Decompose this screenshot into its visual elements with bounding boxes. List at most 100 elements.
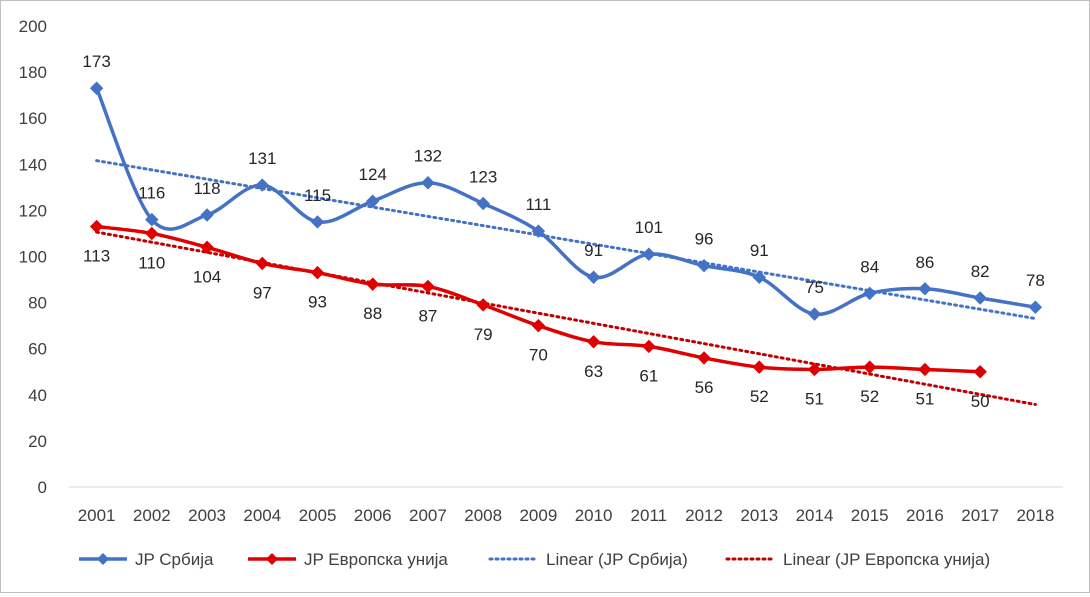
data-label: 70 [529, 346, 548, 365]
y-tick-label: 0 [38, 478, 47, 497]
x-tick-label: 2001 [78, 506, 116, 525]
y-tick-label: 100 [19, 248, 47, 267]
data-label: 91 [750, 241, 769, 260]
data-point-marker [752, 360, 766, 374]
data-point-marker [918, 362, 932, 377]
x-tick-label: 2015 [851, 506, 889, 525]
data-point-marker [697, 351, 711, 365]
data-point-marker [863, 286, 877, 301]
data-point-marker [973, 291, 987, 305]
data-label: 79 [474, 325, 493, 344]
data-label: 88 [363, 304, 382, 323]
data-label: 75 [805, 278, 824, 297]
x-tick-label: 2010 [575, 506, 613, 525]
y-tick-label: 40 [28, 386, 47, 405]
x-tick-label: 2014 [796, 506, 834, 525]
x-tick-label: 2007 [409, 506, 447, 525]
y-tick-label: 80 [28, 294, 47, 313]
x-tick-label: 2017 [961, 506, 999, 525]
legend: JP Србија JP Европска унија Linear (JP Срб… [79, 550, 990, 569]
data-point-marker [200, 208, 214, 222]
data-point-marker [697, 259, 711, 273]
data-point-marker [586, 270, 601, 284]
data-label: 123 [469, 167, 497, 186]
legend-swatch-marker [97, 553, 109, 565]
data-point-marker [366, 194, 380, 208]
data-label: 51 [915, 389, 934, 408]
data-point-marker [642, 339, 656, 354]
data-point-marker [973, 365, 987, 379]
data-label: 110 [138, 253, 165, 272]
data-point-marker [145, 212, 159, 227]
y-tick-label: 200 [19, 17, 47, 36]
data-label: 101 [635, 218, 663, 237]
data-label: 118 [194, 179, 221, 198]
x-tick-label: 2011 [631, 506, 668, 525]
data-point-marker [586, 335, 601, 349]
data-labels: 173 116 118 131 115 124 132 123 111 91 101 96 91 75 84… [82, 52, 1044, 411]
y-axis-ticks: 0 20 40 60 80 100 120 140 160 180 200 [19, 17, 47, 497]
x-tick-label: 2016 [906, 506, 944, 525]
x-tick-label: 2003 [188, 506, 226, 525]
x-tick-label: 2018 [1016, 506, 1054, 525]
x-tick-label: 2013 [740, 506, 778, 525]
data-label: 63 [584, 362, 603, 381]
data-label: 86 [915, 253, 934, 272]
data-label: 116 [138, 184, 165, 203]
data-label: 113 [83, 247, 110, 266]
x-axis-ticks: 2001 2002 2003 2004 2005 2006 2007 2008 2009 2010… [78, 506, 1055, 525]
data-label: 52 [860, 387, 879, 406]
data-point-marker [200, 240, 214, 254]
y-tick-label: 120 [19, 201, 47, 220]
data-point-marker [807, 307, 822, 321]
data-label: 96 [695, 230, 714, 249]
data-label: 111 [525, 195, 551, 214]
y-tick-label: 180 [19, 63, 47, 82]
data-label: 124 [359, 165, 387, 184]
data-point-marker [310, 265, 325, 280]
trendline [95, 159, 1037, 321]
data-point-marker [863, 360, 877, 374]
legend-label: Linear (JP Србија) [546, 550, 688, 569]
x-tick-label: 2002 [133, 506, 171, 525]
data-label: 78 [1026, 271, 1045, 290]
data-label: 97 [253, 283, 272, 302]
data-label: 50 [971, 392, 990, 411]
x-tick-label: 2008 [464, 506, 502, 525]
data-label: 93 [308, 293, 327, 312]
data-label: 87 [418, 306, 437, 325]
x-tick-label: 2005 [299, 506, 337, 525]
y-tick-label: 60 [28, 340, 47, 359]
legend-label: JP Србија [135, 550, 214, 569]
data-label: 82 [971, 262, 990, 281]
data-label: 173 [82, 52, 110, 71]
data-label: 115 [304, 186, 331, 205]
data-point-marker [145, 226, 159, 241]
series-line [94, 86, 1038, 317]
data-label: 51 [805, 389, 824, 408]
y-tick-label: 140 [19, 155, 47, 174]
x-tick-label: 2006 [354, 506, 392, 525]
data-point-marker [366, 277, 380, 291]
data-label: 52 [750, 387, 769, 406]
data-label: 131 [248, 149, 276, 168]
data-point-marker [531, 224, 546, 238]
legend-label: Linear (JP Европска унија) [783, 550, 990, 569]
x-tick-label: 2012 [685, 506, 723, 525]
data-point-marker [1028, 300, 1043, 314]
data-label: 104 [193, 267, 221, 286]
data-point-marker [255, 178, 269, 192]
legend-swatch-marker [266, 553, 278, 565]
data-point-marker [918, 282, 932, 296]
data-label: 61 [639, 366, 658, 385]
data-point-marker [752, 270, 766, 284]
x-tick-label: 2009 [519, 506, 557, 525]
data-label: 84 [860, 257, 879, 276]
data-point-marker [255, 256, 269, 271]
data-point-marker [476, 298, 490, 312]
data-point-marker [421, 279, 435, 294]
series-lines [89, 81, 1043, 379]
data-point-marker [531, 318, 546, 333]
